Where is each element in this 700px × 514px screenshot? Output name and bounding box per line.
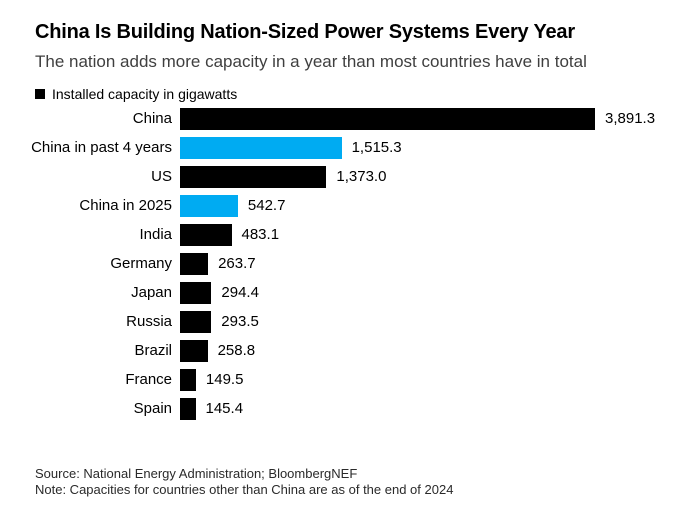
legend-swatch-icon <box>35 89 45 99</box>
chart-footer: Source: National Energy Administration; … <box>35 466 453 498</box>
bar-value: 542.7 <box>247 197 286 214</box>
bar-value: 258.8 <box>217 342 256 359</box>
bar <box>180 107 595 130</box>
bar-row: Japan 294.4 <box>0 278 700 307</box>
bar <box>180 223 232 246</box>
bar-value: 145.4 <box>205 400 244 417</box>
chart-subtitle: The nation adds more capacity in a year … <box>35 52 587 71</box>
bar-value: 149.5 <box>205 371 244 388</box>
bar <box>180 252 209 275</box>
methodology-note: Note: Capacities for countries other tha… <box>35 482 454 497</box>
bar-row: China in past 4 years 1,515.3 <box>0 133 700 162</box>
bar-label: France <box>125 371 172 388</box>
bar-row: US 1,373.0 <box>0 162 700 191</box>
bar-row: China in 2025 542.7 <box>0 191 700 220</box>
chart-header: China Is Building Nation-Sized Power Sys… <box>0 0 700 102</box>
bar-value: 293.5 <box>221 313 259 330</box>
bar-value: 294.4 <box>221 284 259 301</box>
legend: Installed capacity in gigawatts <box>35 86 665 102</box>
bar-label: Brazil <box>134 342 172 359</box>
bar <box>180 368 196 391</box>
bar-chart: China 3,891.3 China in past 4 years 1,51… <box>0 104 700 423</box>
bar-label: Russia <box>126 313 172 330</box>
bar-row: France 149.5 <box>0 365 700 394</box>
bar <box>180 194 238 217</box>
bar-value: 1,515.3 <box>351 139 402 156</box>
source-note: Source: National Energy Administration; … <box>35 466 358 481</box>
bar-label: China in 2025 <box>79 197 172 214</box>
bar-row: Brazil 258.8 <box>0 336 700 365</box>
bar-value: 1,373.0 <box>336 168 387 185</box>
bar-label: China in past 4 years <box>31 139 172 156</box>
bar-value: 3,891.3 <box>605 110 656 127</box>
bar-label: Spain <box>133 400 172 417</box>
bar-label: China <box>132 110 172 127</box>
bar-label: Japan <box>131 284 172 301</box>
bar-row: Germany 263.7 <box>0 249 700 278</box>
bar <box>180 310 212 333</box>
bar-row: India 483.1 <box>0 220 700 249</box>
bar <box>180 397 196 420</box>
bar <box>180 339 208 362</box>
bar-label: Germany <box>110 255 172 272</box>
bar-row: Spain 145.4 <box>0 394 700 423</box>
bar-row: China 3,891.3 <box>0 104 700 133</box>
bar-label: US <box>151 168 172 185</box>
bar <box>180 136 342 159</box>
bar-value: 263.7 <box>218 255 256 272</box>
bar-row: Russia 293.5 <box>0 307 700 336</box>
bar-value: 483.1 <box>241 226 280 243</box>
bar-label: India <box>139 226 172 243</box>
legend-label: Installed capacity in gigawatts <box>52 86 238 102</box>
bar <box>180 165 327 188</box>
chart-title: China Is Building Nation-Sized Power Sys… <box>35 21 575 43</box>
bar <box>180 281 212 304</box>
